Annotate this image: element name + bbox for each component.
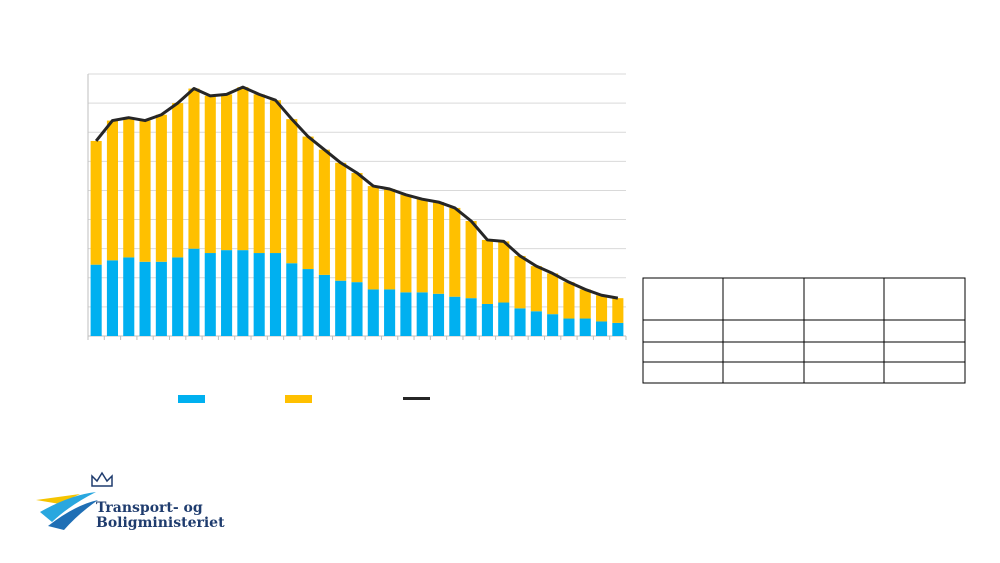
logo-swoosh (40, 492, 96, 522)
bar (563, 282, 575, 319)
bar (481, 239, 493, 304)
bar (400, 194, 412, 293)
bar (498, 302, 510, 336)
bar (253, 253, 265, 336)
bar (384, 289, 396, 336)
bar (302, 136, 314, 270)
bar (416, 292, 428, 336)
table (642, 277, 966, 384)
bar (514, 255, 526, 309)
bar (237, 87, 249, 251)
bar (530, 311, 542, 336)
bar (90, 264, 102, 336)
bar (465, 298, 477, 336)
bar (596, 295, 608, 322)
bar (465, 221, 477, 299)
bar (106, 260, 118, 336)
bar (302, 269, 314, 336)
bar (286, 263, 298, 336)
bar (269, 253, 282, 336)
bar (286, 119, 298, 264)
bar (547, 273, 559, 315)
bar (106, 120, 118, 261)
bar (335, 162, 347, 281)
bar (204, 95, 216, 254)
bar (351, 282, 363, 336)
bar (400, 292, 412, 336)
bar (335, 280, 347, 336)
logo-text: Transport- og (96, 500, 203, 516)
bar (269, 100, 282, 254)
legend-swatch (403, 397, 430, 400)
bar (579, 289, 591, 319)
bar (367, 186, 379, 290)
bar (90, 140, 102, 265)
bar (449, 296, 461, 336)
bar (367, 289, 379, 336)
bar (612, 322, 624, 336)
legend-swatch (285, 395, 312, 403)
bar (172, 103, 184, 258)
bar (139, 120, 151, 262)
bar (318, 274, 330, 336)
line (94, 85, 619, 300)
bar (351, 172, 363, 283)
bar (498, 241, 510, 303)
bar (155, 261, 167, 336)
bar (139, 261, 151, 336)
bar (188, 88, 200, 249)
logo: Transport- og Boligministeriet (36, 471, 225, 531)
bar (416, 199, 428, 293)
bar (237, 250, 249, 336)
logo-crown (91, 471, 113, 487)
legend-swatch (178, 395, 205, 403)
logo-text: Boligministeriet (96, 515, 225, 531)
bar (579, 318, 591, 336)
bar (432, 202, 445, 294)
bar (155, 114, 167, 262)
bar (188, 248, 200, 336)
logo-swoosh (36, 494, 80, 504)
bar (221, 94, 233, 251)
bar (612, 298, 624, 323)
bar (547, 314, 559, 336)
bar (384, 188, 396, 290)
bar (204, 253, 216, 336)
bar (123, 117, 135, 258)
bar (530, 266, 542, 312)
bar (449, 207, 461, 297)
bar (481, 303, 493, 336)
bar (318, 149, 330, 275)
bar (172, 257, 184, 336)
bar (253, 94, 265, 254)
bar (514, 308, 526, 336)
logo-swoosh (48, 500, 98, 530)
bar (563, 318, 575, 336)
bar (123, 257, 135, 336)
bar (432, 293, 445, 336)
bar (596, 321, 608, 336)
bar (221, 250, 233, 336)
